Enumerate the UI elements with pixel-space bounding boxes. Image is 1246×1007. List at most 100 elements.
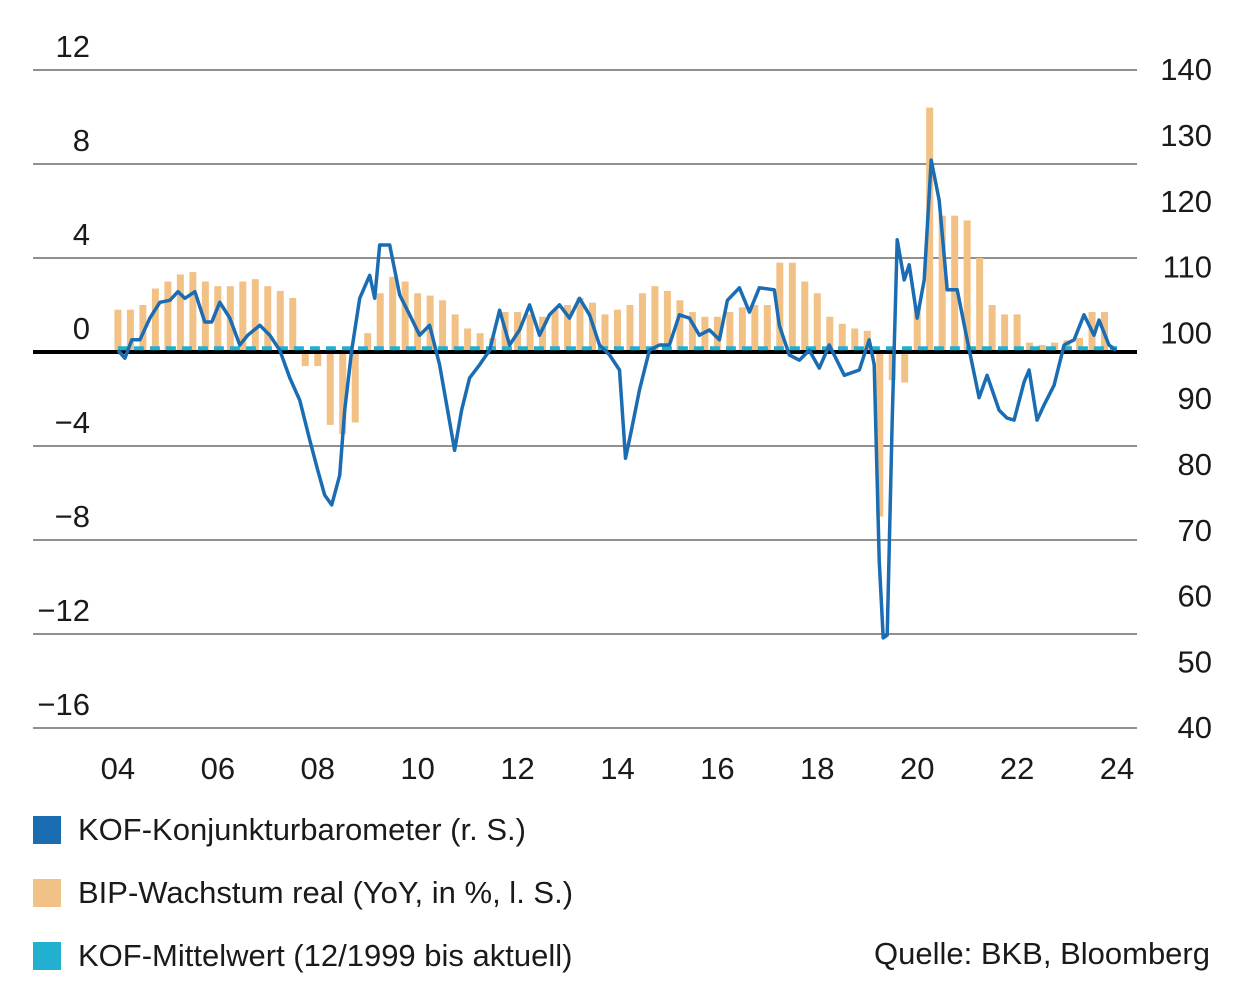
bar xyxy=(464,328,472,352)
bar xyxy=(651,286,659,352)
bar xyxy=(451,314,459,352)
y2-tick-label: 50 xyxy=(1178,644,1212,679)
y-tick-label: 8 xyxy=(73,123,90,158)
bar xyxy=(139,305,147,352)
bar xyxy=(901,352,909,383)
bar xyxy=(314,352,322,367)
legend-swatch xyxy=(33,942,61,970)
bar xyxy=(126,309,134,352)
bar xyxy=(564,305,572,352)
bar xyxy=(176,274,184,352)
x-tick-label: 08 xyxy=(300,751,334,786)
bar xyxy=(526,314,534,352)
bar xyxy=(114,309,122,352)
y2-tick-label: 130 xyxy=(1160,118,1212,153)
y-tick-label: −8 xyxy=(55,499,90,534)
bar xyxy=(976,258,984,352)
y-tick-label: 0 xyxy=(73,311,90,346)
x-tick-label: 24 xyxy=(1100,751,1134,786)
bar xyxy=(364,333,372,352)
bar xyxy=(876,352,884,517)
line xyxy=(116,158,1118,640)
bar xyxy=(239,281,247,352)
bar xyxy=(826,316,834,352)
bar xyxy=(1013,314,1021,352)
x-tick-label: 06 xyxy=(201,751,235,786)
bar xyxy=(351,352,359,423)
y2-tick-label: 120 xyxy=(1160,184,1212,219)
bar xyxy=(926,107,934,352)
y-tick-label: 4 xyxy=(73,217,90,252)
bar xyxy=(389,276,397,352)
x-tick-label: 22 xyxy=(1000,751,1034,786)
source: Quelle: BKB, Bloomberg xyxy=(874,936,1210,971)
y2-tick-label: 110 xyxy=(1163,250,1212,285)
bar xyxy=(189,272,197,352)
bar xyxy=(301,352,309,367)
y-tick-label: −4 xyxy=(55,405,90,440)
y2-tick-label: 100 xyxy=(1160,315,1212,350)
bar xyxy=(626,305,634,352)
bar xyxy=(401,281,409,352)
bar xyxy=(601,314,609,352)
y2-tick-label: 90 xyxy=(1178,381,1212,416)
bar xyxy=(663,290,671,352)
y-tick-label: 12 xyxy=(56,29,90,64)
bar xyxy=(988,305,996,352)
bar xyxy=(701,316,709,352)
legend-label: KOF-Mittelwert (12/1999 bis aktuell) xyxy=(78,938,572,973)
bar xyxy=(776,262,784,352)
bar xyxy=(476,333,484,352)
bar xyxy=(763,305,771,352)
bar xyxy=(813,293,821,352)
bar xyxy=(576,297,584,352)
y-tick-label: −12 xyxy=(37,593,90,628)
bar xyxy=(838,323,846,352)
x-tick-label: 18 xyxy=(800,751,834,786)
bar xyxy=(289,297,297,352)
legend-label: KOF-Konjunkturbarometer (r. S.) xyxy=(78,812,526,847)
bar xyxy=(1038,344,1046,352)
bar xyxy=(726,312,734,352)
bar xyxy=(1026,342,1034,352)
x-tick-label: 04 xyxy=(101,751,135,786)
bar xyxy=(788,262,796,352)
bar xyxy=(151,288,159,352)
bar xyxy=(913,305,921,352)
x-tick-label: 16 xyxy=(700,751,734,786)
x-tick-label: 10 xyxy=(400,751,434,786)
x-tick-label: 14 xyxy=(600,751,634,786)
bar xyxy=(951,215,959,352)
bar xyxy=(326,352,334,425)
y2-tick-label: 60 xyxy=(1178,579,1212,614)
bar xyxy=(1076,337,1084,352)
bar xyxy=(376,293,384,352)
x-tick-label: 20 xyxy=(900,751,934,786)
bar xyxy=(688,312,696,352)
y2-tick-label: 40 xyxy=(1178,710,1212,745)
bar xyxy=(439,300,447,352)
bar xyxy=(713,316,721,352)
bar xyxy=(414,293,422,352)
legend-swatch xyxy=(33,816,61,844)
bar xyxy=(551,309,559,352)
bar xyxy=(851,328,859,352)
y2-tick-label: 80 xyxy=(1178,447,1212,482)
bar xyxy=(751,305,759,352)
y2-tick-label: 140 xyxy=(1160,52,1212,87)
bar xyxy=(164,281,172,352)
bar xyxy=(963,220,971,352)
bar xyxy=(1001,314,1009,352)
bar xyxy=(676,300,684,352)
x-tick-label: 12 xyxy=(500,751,534,786)
bar xyxy=(613,309,621,352)
bar xyxy=(938,215,946,352)
bar xyxy=(1063,340,1071,352)
legend-swatch xyxy=(33,879,61,907)
bar xyxy=(276,290,284,352)
bar xyxy=(638,293,646,352)
bar xyxy=(251,279,259,352)
bar xyxy=(801,281,809,352)
bar xyxy=(539,316,547,352)
